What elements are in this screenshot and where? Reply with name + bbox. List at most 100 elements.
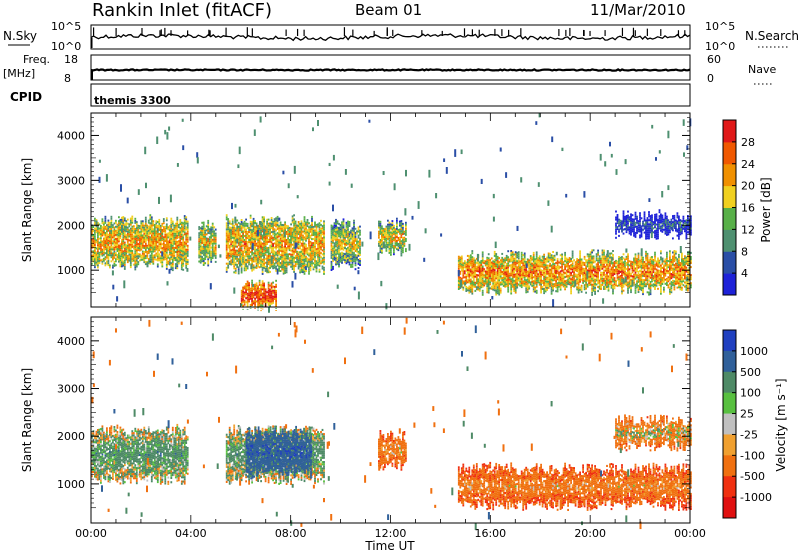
heatmap-cell: [359, 250, 361, 252]
heatmap-cell: [314, 258, 316, 260]
heatmap-cell: [323, 243, 325, 245]
heatmap-cell: [359, 240, 361, 242]
heatmap-cell: [215, 233, 217, 235]
heatmap-cell: [473, 257, 475, 259]
heatmap-cell: [536, 290, 538, 292]
heatmap-cell: [227, 224, 229, 226]
heatmap-cell: [266, 243, 268, 245]
heatmap-cell: [323, 237, 325, 239]
heatmap-cell: [215, 229, 217, 231]
heatmap-cell: [462, 274, 464, 276]
heatmap-cell: [483, 284, 485, 286]
heatmap-cell: [145, 223, 147, 225]
heatmap-cell: [381, 250, 383, 252]
heatmap-cell: [247, 303, 249, 305]
heatmap-cell: [212, 257, 214, 259]
heatmap-cell: [528, 288, 530, 290]
heatmap-cell: [359, 254, 361, 256]
heatmap-cell: [461, 256, 463, 258]
heatmap-cell: [402, 225, 404, 227]
heatmap-cell: [507, 268, 509, 270]
heatmap-cell: [109, 266, 111, 268]
freq-strip-frame: [91, 55, 690, 80]
heatmap-cell: [268, 249, 270, 251]
nsearch-tick-top: 10^5: [705, 20, 735, 33]
heatmap-cell: [386, 240, 388, 242]
heatmap-cell: [203, 264, 205, 266]
heatmap-cell: [248, 261, 250, 263]
heatmap-cell: [118, 216, 120, 218]
heatmap-cell: [510, 290, 512, 292]
heatmap-cell: [215, 241, 217, 243]
heatmap-cell: [263, 283, 265, 285]
heatmap-cell: [396, 224, 398, 226]
heatmap-cell: [151, 253, 153, 255]
heatmap-cell: [501, 253, 503, 255]
heatmap-cell: [124, 264, 126, 266]
heatmap-cell: [207, 264, 209, 266]
heatmap-cell: [187, 255, 189, 257]
heatmap-cell: [500, 290, 502, 292]
heatmap-cell: [498, 279, 500, 281]
heatmap-cell: [393, 251, 395, 253]
heatmap-cell: [151, 216, 153, 218]
heatmap-cell: [495, 253, 497, 255]
heatmap-cell: [229, 220, 231, 222]
heatmap-cell: [286, 267, 288, 269]
heatmap-cell: [290, 242, 292, 244]
freq-label: Freq.: [23, 53, 50, 66]
heatmap-cell: [271, 219, 273, 221]
heatmap-cell: [554, 259, 556, 261]
heatmap-cell: [500, 292, 502, 294]
heatmap-cell: [323, 263, 325, 265]
heatmap-cell: [163, 222, 165, 224]
heatmap-cell: [115, 264, 117, 266]
heatmap-cell: [498, 285, 500, 287]
cpid-label: CPID: [10, 90, 42, 104]
heatmap-cell: [178, 262, 180, 264]
heatmap-cell: [176, 219, 178, 221]
heatmap-cell: [555, 280, 557, 282]
heatmap-cell: [182, 269, 184, 271]
heatmap-cell: [304, 216, 306, 218]
heatmap-cell: [564, 254, 566, 256]
heatmap-cell: [359, 248, 361, 250]
heatmap-cell: [263, 216, 265, 218]
heatmap-cell: [275, 290, 277, 292]
heatmap-cell: [157, 266, 159, 268]
heatmap-cell: [111, 218, 113, 220]
heatmap-cell: [337, 220, 339, 222]
heatmap-cell: [349, 221, 351, 223]
heatmap-cell: [176, 267, 178, 269]
heatmap-cell: [149, 214, 151, 216]
heatmap-cell: [244, 221, 246, 223]
heatmap-cell: [389, 230, 391, 232]
heatmap-cell: [108, 258, 110, 260]
heatmap-cell: [187, 247, 189, 249]
heatmap-cell: [105, 218, 107, 220]
heatmap-cell: [323, 271, 325, 273]
heatmap-cell: [356, 249, 358, 251]
heatmap-cell: [536, 286, 538, 288]
heatmap-cell: [253, 224, 255, 226]
heatmap-cell: [402, 229, 404, 231]
heatmap-cell: [359, 226, 361, 228]
heatmap-cell: [207, 226, 209, 228]
heatmap-cell: [149, 263, 151, 265]
heatmap-cell: [158, 221, 160, 223]
heatmap-cell: [277, 220, 279, 222]
heatmap-cell: [136, 266, 138, 268]
heatmap-cell: [380, 223, 382, 225]
heatmap-cell: [313, 268, 315, 270]
heatmap-cell: [251, 280, 253, 282]
heatmap-cell: [142, 222, 144, 224]
heatmap-cell: [124, 262, 126, 264]
heatmap-cell: [210, 259, 212, 261]
heatmap-cell: [378, 235, 380, 237]
heatmap-cell: [305, 270, 307, 272]
heatmap-cell: [359, 232, 361, 234]
heatmap-cell: [510, 288, 512, 290]
heatmap-cell: [187, 245, 189, 247]
heatmap-cell: [402, 251, 404, 253]
heatmap-cell: [187, 239, 189, 241]
